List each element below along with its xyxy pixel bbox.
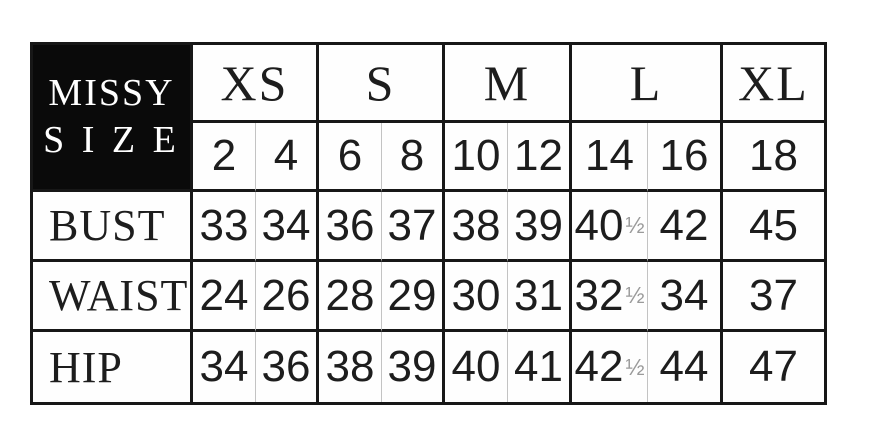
chart-title-line2: S I Z E — [43, 119, 180, 161]
measurement-value-cell: 45 — [723, 192, 824, 262]
size-group-header-m: M — [445, 45, 572, 123]
measurement-value-cell: 40 ½ — [572, 192, 648, 262]
measurement-label-bust: BUST — [33, 192, 193, 262]
chart-title-line1: MISSY — [48, 71, 175, 114]
measurement-value-cell: 36 — [319, 192, 382, 262]
measurement-value-cell: 36 — [256, 332, 319, 402]
size-group-header-xs: XS — [193, 45, 319, 123]
size-cell: 10 — [445, 123, 508, 192]
measurement-value-cell: 37 — [723, 262, 824, 332]
measurement-value-cell: 34 — [193, 332, 256, 402]
measurement-value-cell: 24 — [193, 262, 256, 332]
measurement-value-cell: 41 — [508, 332, 572, 402]
size-group-header-xl: XL — [723, 45, 824, 123]
size-cell: 16 — [648, 123, 723, 192]
measurement-value-cell: 30 — [445, 262, 508, 332]
measurement-label-hip: HIP — [33, 332, 193, 402]
half-fraction: ½ — [625, 282, 645, 308]
size-cell: 4 — [256, 123, 319, 192]
measurement-value-cell: 29 — [382, 262, 445, 332]
measurement-value-cell: 32 ½ — [572, 262, 648, 332]
measurement-value-cell: 47 — [749, 342, 798, 391]
size-cell: 8 — [382, 123, 445, 192]
measurement-value-cell: 37 — [382, 192, 445, 262]
size-cell: 14 — [572, 123, 648, 192]
measurement-value-cell: 40 — [445, 332, 508, 402]
size-cell: 18 — [723, 123, 824, 192]
half-fraction: ½ — [625, 353, 645, 380]
size-cell: 2 — [193, 123, 256, 192]
measurement-value-cell: 42 — [648, 192, 723, 262]
size-cell: 12 — [508, 123, 572, 192]
size-cell: 6 — [319, 123, 382, 192]
chart-title-cell: MISSY S I Z E — [33, 45, 193, 192]
size-group-header-s: S — [319, 45, 445, 123]
measurement-value-cell: 44 — [648, 332, 723, 402]
measurement-label-waist: WAIST — [33, 262, 193, 332]
size-group-header-l: L — [572, 45, 723, 123]
missy-size-chart: MISSY S I Z E XS S M L XL 2 4 6 8 10 12 … — [30, 42, 827, 405]
measurement-value-cell: 31 — [508, 262, 572, 332]
measurement-value-cell: 26 — [256, 262, 319, 332]
measurement-value-cell: 33 — [193, 192, 256, 262]
measurement-value-cell: 28 — [319, 262, 382, 332]
measurement-value-cell: 38 — [445, 192, 508, 262]
half-fraction: ½ — [625, 212, 645, 238]
measurement-value-cell: 39 — [382, 332, 445, 402]
measurement-value-cell: 39 — [508, 192, 572, 262]
measurement-value-cell: 34 — [256, 192, 319, 262]
measurement-value-cell: 42 ½ — [572, 332, 648, 402]
measurement-value-cell: 38 — [319, 332, 382, 402]
measurement-value-cell: 34 — [648, 262, 723, 332]
